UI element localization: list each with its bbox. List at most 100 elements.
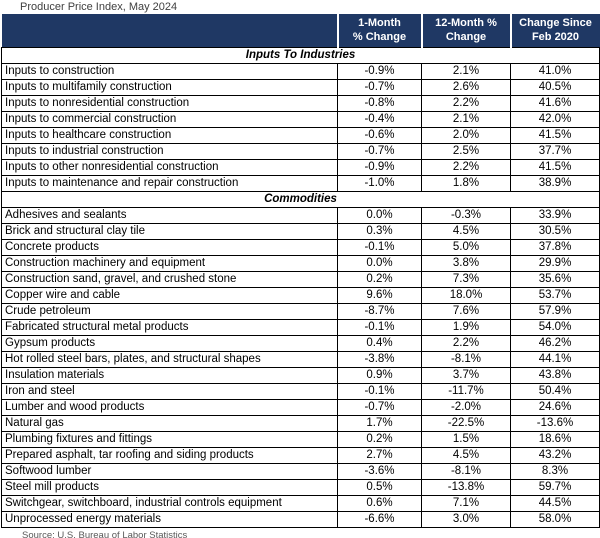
row-value: -0.9%: [337, 159, 422, 176]
table-row: Construction sand, gravel, and crushed s…: [1, 271, 600, 288]
row-value: 58.0%: [510, 511, 600, 528]
row-label: Inputs to other nonresidential construct…: [1, 159, 338, 176]
row-value: 2.2%: [421, 95, 511, 112]
row-value: 43.8%: [510, 367, 600, 384]
page-title: Producer Price Index, May 2024: [20, 1, 178, 13]
row-value: -0.1%: [337, 319, 422, 336]
row-label: Crude petroleum: [1, 303, 338, 320]
row-value: 0.3%: [337, 223, 422, 240]
row-value: 0.2%: [337, 271, 422, 288]
row-value: 44.1%: [510, 351, 600, 368]
row-value: 5.0%: [421, 239, 511, 256]
table-row: Switchgear, switchboard, industrial cont…: [1, 495, 600, 512]
row-value: 7.1%: [421, 495, 511, 512]
row-value: -0.7%: [337, 143, 422, 160]
header-line: 1-Month: [358, 17, 401, 29]
row-value: -0.7%: [337, 79, 422, 96]
section-header-row: Inputs To Industries: [1, 47, 600, 64]
table-row: Unprocessed energy materials -6.6% 3.0% 58.…: [1, 511, 600, 528]
table-row: Steel mill products 0.5% -13.8% 59.7%: [1, 479, 600, 496]
row-value: -8.7%: [337, 303, 422, 320]
table-row: Inputs to healthcare construction -0.6% 2.…: [1, 127, 600, 144]
row-value: 0.0%: [337, 255, 422, 272]
header-row: 1-Month % Change 12-Month % Change Chang…: [1, 14, 600, 48]
header-line: Change Since: [519, 17, 592, 29]
row-value: 1.9%: [421, 319, 511, 336]
ppi-data-table: 1-Month % Change 12-Month % Change Chang…: [1, 14, 600, 528]
row-value: 33.9%: [510, 207, 600, 224]
table-row: Construction machinery and equipment 0.0%…: [1, 255, 600, 272]
row-value: 3.8%: [421, 255, 511, 272]
row-value: 37.7%: [510, 143, 600, 160]
header-line: Change: [445, 31, 487, 43]
row-value: 2.1%: [421, 111, 511, 128]
row-value: 2.0%: [421, 127, 511, 144]
table-row: Hot rolled steel bars, plates, and struc…: [1, 351, 600, 368]
row-value: 40.5%: [510, 79, 600, 96]
table-row: Inputs to nonresidential construction -0.…: [1, 95, 600, 112]
row-value: -2.0%: [421, 399, 511, 416]
row-label: Unprocessed energy materials: [1, 511, 338, 528]
row-value: 18.6%: [510, 431, 600, 448]
row-label: Lumber and wood products: [1, 399, 338, 416]
row-value: 41.0%: [510, 63, 600, 80]
row-value: 0.2%: [337, 431, 422, 448]
row-value: 37.8%: [510, 239, 600, 256]
row-value: 4.5%: [421, 223, 511, 240]
row-label: Inputs to multifamily construction: [1, 79, 338, 96]
table-row: Fabricated structural metal products -0.1…: [1, 319, 600, 336]
header-corner-cell: [1, 14, 338, 48]
row-label: Plumbing fixtures and fittings: [1, 431, 338, 448]
section-label: Inputs To Industries: [1, 47, 600, 64]
row-value: 2.5%: [421, 143, 511, 160]
table-body: Inputs To Industries Inputs to constructi…: [1, 47, 600, 528]
section-header-row: Commodities: [1, 191, 600, 208]
table-row: Inputs to maintenance and repair constru…: [1, 175, 600, 192]
row-label: Inputs to industrial construction: [1, 143, 338, 160]
row-value: -6.6%: [337, 511, 422, 528]
row-value: 35.6%: [510, 271, 600, 288]
row-label: Construction machinery and equipment: [1, 255, 338, 272]
row-label: Steel mill products: [1, 479, 338, 496]
table-row: Inputs to industrial construction -0.7% 2.…: [1, 143, 600, 160]
row-value: 0.9%: [337, 367, 422, 384]
source-note: Source: U.S. Bureau of Labor Statistics: [22, 530, 188, 538]
row-label: Concrete products: [1, 239, 338, 256]
row-value: -8.1%: [421, 351, 511, 368]
row-label: Fabricated structural metal products: [1, 319, 338, 336]
row-value: 2.1%: [421, 63, 511, 80]
row-value: 0.6%: [337, 495, 422, 512]
header-line: Feb 2020: [531, 31, 580, 43]
row-value: 41.5%: [510, 159, 600, 176]
row-value: -0.9%: [337, 63, 422, 80]
row-label: Iron and steel: [1, 383, 338, 400]
row-value: 3.7%: [421, 367, 511, 384]
row-value: 46.2%: [510, 335, 600, 352]
row-label: Gypsum products: [1, 335, 338, 352]
row-label: Inputs to healthcare construction: [1, 127, 338, 144]
table-row: Inputs to commercial construction -0.4% 2.…: [1, 111, 600, 128]
row-value: 1.8%: [421, 175, 511, 192]
row-value: 0.5%: [337, 479, 422, 496]
table-row: Lumber and wood products -0.7% -2.0% 24.6%: [1, 399, 600, 416]
row-label: Insulation materials: [1, 367, 338, 384]
table-row: Natural gas 1.7% -22.5% -13.6%: [1, 415, 600, 432]
row-value: 44.5%: [510, 495, 600, 512]
table-row: Insulation materials 0.9% 3.7% 43.8%: [1, 367, 600, 384]
row-label: Inputs to nonresidential construction: [1, 95, 338, 112]
row-value: -22.5%: [421, 415, 511, 432]
row-value: 2.2%: [421, 159, 511, 176]
table-row: Prepared asphalt, tar roofing and siding…: [1, 447, 600, 464]
row-label: Inputs to construction: [1, 63, 338, 80]
table-row: Copper wire and cable 9.6% 18.0% 53.7%: [1, 287, 600, 304]
header-1-month-change: 1-Month % Change: [336, 14, 422, 48]
row-value: -0.4%: [337, 111, 422, 128]
row-value: 2.7%: [337, 447, 422, 464]
table-row: Brick and structural clay tile 0.3% 4.5% 30…: [1, 223, 600, 240]
row-value: 18.0%: [421, 287, 511, 304]
row-value: -1.0%: [337, 175, 422, 192]
row-label: Construction sand, gravel, and crushed s…: [1, 271, 338, 288]
row-label: Natural gas: [1, 415, 338, 432]
row-value: -0.6%: [337, 127, 422, 144]
table-row: Inputs to construction -0.9% 2.1% 41.0%: [1, 63, 600, 80]
